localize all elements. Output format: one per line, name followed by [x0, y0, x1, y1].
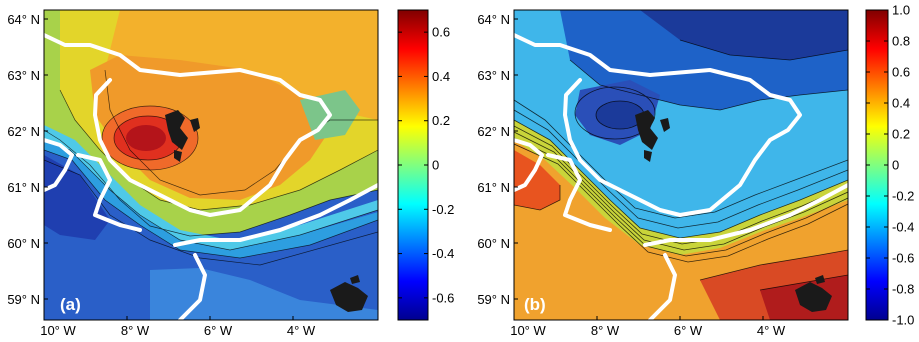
colorbar-tick-label: -0.6	[432, 290, 454, 305]
colorbar-tick-label: -0.6	[892, 251, 914, 266]
panel-b-lat-labels: 64° N 63° N 62° N 61° N 60° N 59° N	[477, 12, 510, 307]
lat-label-61: 61° N	[477, 180, 510, 195]
lat-label-59: 59° N	[477, 292, 510, 307]
lon-label-10: 10° W	[40, 323, 76, 338]
colorbar-tick-label: -0.2	[892, 189, 914, 204]
lon-label-6: 6° W	[674, 323, 703, 338]
colorbar-tick-label: 1.0	[892, 3, 910, 18]
panel-b-lon-labels: 10° W 8° W 6° W 4° W	[510, 323, 786, 338]
panel-a-field	[44, 10, 378, 320]
colorbar-tick-label: 0.6	[432, 25, 450, 40]
panel-b-label: (b)	[524, 295, 546, 314]
colorbar-tick-label: 0.2	[432, 113, 450, 128]
lon-label-10: 10° W	[510, 323, 546, 338]
colorbar-tick-label: -0.4	[892, 220, 914, 235]
colorbar-tick-label: 0	[892, 158, 899, 173]
lat-label-62: 62° N	[7, 124, 40, 139]
colorbar-tick-label: 0.4	[892, 96, 910, 111]
lon-label-8: 8° W	[591, 323, 620, 338]
panel-a-lon-labels: 10° W 8° W 6° W 4° W	[40, 323, 316, 338]
colorbar-tick-label: 0.6	[892, 65, 910, 80]
colorbar-tick-label: -0.8	[892, 282, 914, 297]
colorbar-tick-label: 0.2	[892, 127, 910, 142]
colorbar-tick-label: 0.4	[432, 69, 450, 84]
panel-a-lat-labels: 64° N 63° N 62° N 61° N 60° N 59° N	[7, 12, 40, 307]
lon-label-4: 4° W	[287, 323, 316, 338]
lat-label-63: 63° N	[477, 68, 510, 83]
lat-label-64: 64° N	[477, 12, 510, 27]
lat-label-60: 60° N	[7, 236, 40, 251]
lat-label-60: 60° N	[477, 236, 510, 251]
lat-label-62: 62° N	[477, 124, 510, 139]
panel-a-colorbar: 0.6 0.4 0.2 0 -0.2 -0.4 -0.6	[398, 10, 454, 320]
lon-label-6: 6° W	[204, 323, 233, 338]
colorbar-tick-label: 0	[432, 158, 439, 173]
panel-b-map: 64° N 63° N 62° N 61° N 60° N 59° N 10° …	[477, 10, 848, 338]
colorbar-tick-label: -0.4	[432, 246, 454, 261]
lon-label-8: 8° W	[121, 323, 150, 338]
colorbar-tick-label: -0.2	[432, 202, 454, 217]
lat-label-63: 63° N	[7, 68, 40, 83]
colorbar-tick-label: 0.8	[892, 34, 910, 49]
panel-a-map: 64° N 63° N 62° N 61° N 60° N 59° N 10° …	[7, 10, 378, 338]
lat-label-59: 59° N	[7, 292, 40, 307]
panel-b-colorbar: 1.0 0.8 0.6 0.4 0.2 0 -0.2 -0.4 -0.6 -0.8 -1.0	[866, 3, 914, 328]
lat-label-61: 61° N	[7, 180, 40, 195]
panel-b-field	[514, 10, 848, 320]
panel-a-label: (a)	[60, 295, 81, 314]
colorbar-tick-label: -1.0	[892, 313, 914, 328]
lat-label-64: 64° N	[7, 12, 40, 27]
lon-label-4: 4° W	[757, 323, 786, 338]
